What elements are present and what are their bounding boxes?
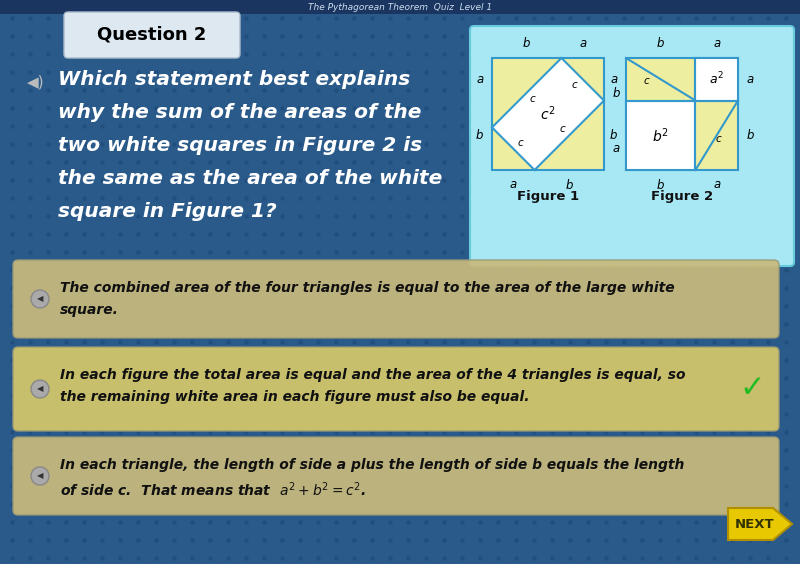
Text: square in Figure 1?: square in Figure 1? (58, 202, 277, 221)
Text: ◀: ◀ (37, 294, 43, 303)
Text: The combined area of the four triangles is equal to the area of the large white: The combined area of the four triangles … (60, 281, 674, 295)
Text: $c$: $c$ (559, 124, 567, 134)
Text: Which statement best explains: Which statement best explains (58, 70, 410, 89)
Text: $a$: $a$ (509, 178, 518, 191)
Text: ◀: ◀ (37, 472, 43, 481)
Text: Figure 1: Figure 1 (517, 190, 579, 203)
Text: $a^2$: $a^2$ (710, 71, 724, 87)
Circle shape (31, 467, 49, 485)
Text: the remaining white area in each figure must also be equal.: the remaining white area in each figure … (60, 390, 530, 404)
Text: $c$: $c$ (518, 138, 525, 148)
Circle shape (31, 290, 49, 308)
FancyBboxPatch shape (13, 260, 779, 338)
Text: $b^2$: $b^2$ (652, 126, 670, 144)
Circle shape (31, 380, 49, 398)
Text: $a$: $a$ (578, 37, 587, 50)
Text: ✓: ✓ (739, 374, 765, 403)
Text: square.: square. (60, 303, 119, 317)
Text: $b$: $b$ (656, 36, 665, 50)
Text: ◀: ◀ (37, 385, 43, 394)
Bar (492, 58, 604, 170)
Text: $b$: $b$ (565, 178, 574, 192)
Bar (626, 100, 695, 170)
Bar (626, 58, 738, 170)
Text: $b$: $b$ (609, 128, 618, 142)
Text: ◀): ◀) (27, 74, 45, 90)
Text: the same as the area of the white: the same as the area of the white (58, 169, 442, 188)
Text: $b$: $b$ (475, 128, 484, 142)
Text: $c$: $c$ (643, 76, 650, 86)
Text: $c$: $c$ (715, 134, 722, 144)
FancyBboxPatch shape (470, 26, 794, 266)
Text: $b$: $b$ (746, 128, 755, 142)
FancyBboxPatch shape (13, 347, 779, 431)
Text: The Pythagorean Theorem  Quiz  Level 1: The Pythagorean Theorem Quiz Level 1 (308, 2, 492, 11)
Text: $c^2$: $c^2$ (540, 105, 556, 124)
FancyBboxPatch shape (64, 12, 240, 58)
Text: $c$: $c$ (571, 80, 578, 90)
Text: $c$: $c$ (529, 94, 537, 104)
Text: Figure 2: Figure 2 (651, 190, 713, 203)
Text: $a$: $a$ (713, 37, 721, 50)
Text: In each triangle, the length of side a plus the length of side b equals the leng: In each triangle, the length of side a p… (60, 458, 684, 472)
Text: $a$: $a$ (612, 142, 621, 155)
Text: $a$: $a$ (610, 73, 618, 86)
Text: $a$: $a$ (475, 73, 484, 86)
Text: Question 2: Question 2 (98, 26, 206, 44)
Text: why the sum of the areas of the: why the sum of the areas of the (58, 103, 422, 122)
Text: $a$: $a$ (746, 73, 754, 86)
Bar (695, 58, 738, 100)
Text: two white squares in Figure 2 is: two white squares in Figure 2 is (58, 136, 422, 155)
Text: In each figure the total area is equal and the area of the 4 triangles is equal,: In each figure the total area is equal a… (60, 368, 686, 382)
Polygon shape (492, 58, 604, 170)
Bar (0, 0, 800, 14)
Text: NEXT: NEXT (735, 518, 775, 531)
Text: $b$: $b$ (656, 178, 665, 192)
FancyBboxPatch shape (13, 437, 779, 515)
Text: $b$: $b$ (612, 86, 621, 100)
Text: of side c.  That means that  $a^2 + b^2 = c^2$.: of side c. That means that $a^2 + b^2 = … (60, 480, 366, 499)
Polygon shape (728, 508, 792, 540)
Text: $a$: $a$ (713, 178, 721, 191)
Text: $b$: $b$ (522, 36, 531, 50)
